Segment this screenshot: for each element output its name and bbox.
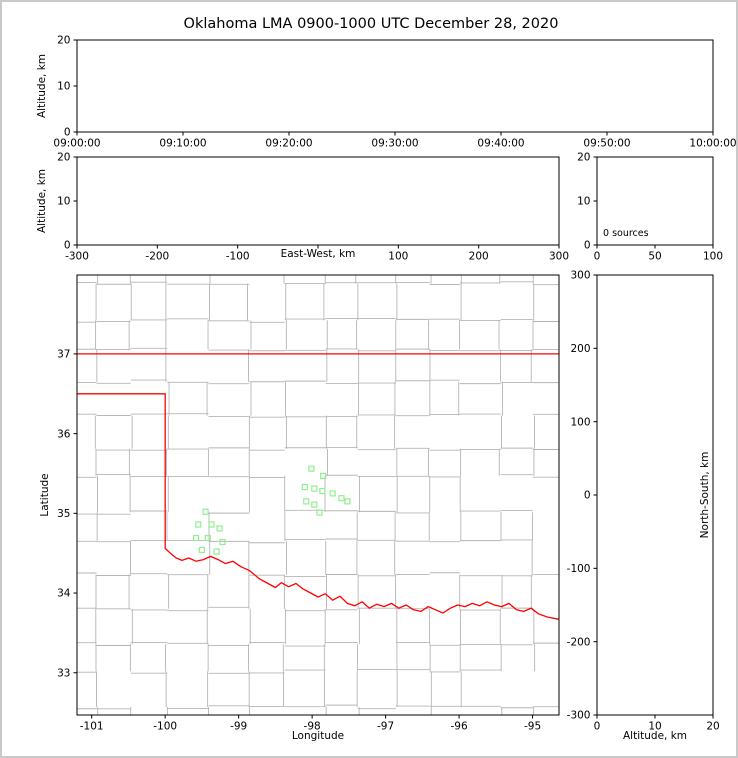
tick-label: 36 [57,428,71,440]
station-marker [198,546,206,554]
tick-label: 20 [57,152,70,164]
tick-label: 20 [577,152,590,164]
tick-label: 10 [57,196,70,208]
ew_altitude-panel: -300 -200 -100 100 200 300 0 10 20 [57,152,569,263]
station-marker [202,508,209,515]
tick-label: -300 [65,251,89,263]
tick-label: -95 [524,721,541,733]
station-marker [192,534,200,542]
station-marker [316,509,323,516]
plan_view-frame [76,274,560,716]
map-ylabel: Latitude [39,473,51,517]
tick-label: 37 [57,349,70,361]
ns_altitude-panel: 0 10 20 300 200 100 0 -100 -200 -300 [567,270,720,733]
tick-label: 0 [64,127,71,139]
time_height-frame [76,39,714,133]
tick-label: 10:00:00 [689,138,736,150]
ns_altitude-frame [596,274,714,716]
ew-altitude-xlabel: East-West, km [280,248,356,260]
map-xlabel: Longitude [291,730,345,742]
tick-label: 200 [570,343,590,355]
station-marker [195,521,202,528]
station-marker [338,495,345,502]
county-lines [77,275,559,715]
time_height-panel: 09:00:00 09:10:00 09:20:00 09:30:00 09:40:00… [53,35,736,150]
sources-count-label: 0 sources [603,228,649,239]
station-marker [303,498,310,505]
station-marker [208,521,215,528]
tick-label: 34 [57,588,71,600]
ns-altitude-xlabel: Altitude, km [622,730,688,742]
tick-label: 300 [570,270,590,282]
station-marker [320,472,327,479]
tick-label: 20 [706,721,719,733]
tick-label: 300 [549,251,569,263]
tick-label: 100 [703,251,723,263]
tick-label: 0 [594,721,601,733]
tick-label: -96 [450,721,467,733]
time-height-ylabel: Altitude, km [36,53,48,119]
tick-label: -101 [80,721,104,733]
tick-label: -97 [377,721,394,733]
ns-altitude-ylabel: North-South, km [699,451,711,539]
tick-label: -200 [567,636,591,648]
tick-label: 20 [57,35,70,47]
tick-label: 09:40:00 [477,138,524,150]
tick-label: 0 [584,240,591,252]
station-marker [308,465,315,472]
ew_altitude-frame [76,156,560,246]
state-boundary [77,353,559,620]
tick-label: -200 [145,251,169,263]
tick-label: -100 [153,721,177,733]
tick-label: 100 [570,416,590,428]
tick-label: 10 [577,196,590,208]
station-marker [216,525,223,532]
station-marker [311,501,318,508]
tick-label: 09:00:00 [53,138,100,150]
station-marker [219,538,226,546]
tick-label: 33 [57,667,70,679]
station-marker [344,498,351,505]
tick-label: -100 [226,251,250,263]
station-marker [329,490,336,497]
station-marker [213,548,220,555]
tick-label: 10 [57,81,70,93]
tick-label: -100 [567,563,591,575]
station-marker [311,485,318,492]
tick-label: 10 [648,721,661,733]
altitude_hist-panel: 0 50 100 0 10 20 0 sources [577,152,723,263]
tick-label: -99 [230,721,247,733]
tick-label: 0 [584,490,591,502]
figure-title: Oklahoma LMA 0900-1000 UTC December 28, … [183,16,559,32]
tick-label: 35 [57,508,70,520]
tick-label: 09:10:00 [159,138,206,150]
station-marker [301,483,308,491]
station-marker [204,534,211,542]
tick-label: 100 [388,251,408,263]
tick-label: 09:30:00 [371,138,418,150]
lma-stations [192,465,351,555]
tick-label: 0 [64,240,71,252]
plan_view-panel: -101 -100 -99 -98 -97 -96 -95 37 36 35 34 33 [57,274,560,733]
tick-label: -98 [304,721,321,733]
ew-altitude-ylabel: Altitude, km [36,168,48,234]
tick-label: 50 [648,251,661,263]
tick-label: 09:20:00 [265,138,312,150]
tick-label: 0 [594,251,601,263]
tick-label: 09:50:00 [583,138,630,150]
tick-label: 200 [469,251,489,263]
tick-label: -300 [567,710,591,722]
station-marker [319,487,326,495]
